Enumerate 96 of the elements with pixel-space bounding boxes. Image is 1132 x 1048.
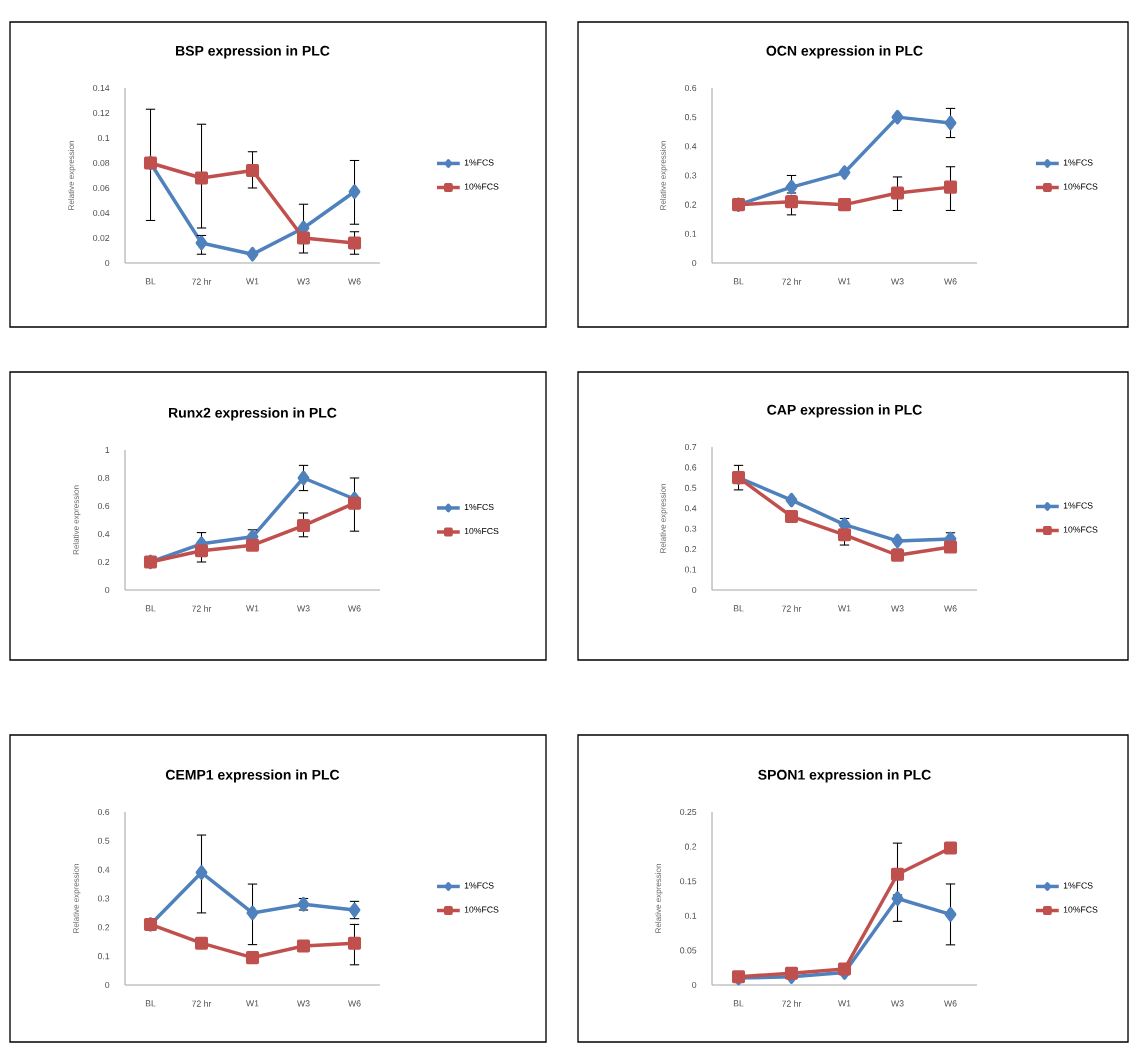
legend-label: 1%FCS: [464, 882, 494, 889]
x-tick-label: 72 hr: [782, 605, 802, 612]
y-tick-label: 0: [105, 981, 110, 989]
y-axis-title: Relative expression: [659, 141, 668, 210]
x-tick-label: W1: [838, 1000, 851, 1007]
y-axis-title: Relative expression: [659, 484, 668, 553]
legend-label: 1%FCS: [1063, 159, 1093, 166]
x-tick-label: BL: [145, 1000, 156, 1007]
y-tick-label: 0.5: [97, 837, 110, 844]
legend-label: 1%FCS: [464, 159, 494, 166]
x-tick-label: W6: [348, 1000, 361, 1007]
x-tick-label: W1: [246, 278, 259, 285]
x-tick-label: 72 hr: [192, 278, 212, 285]
x-tick-label: W1: [838, 605, 851, 612]
x-tick-label: W3: [297, 605, 310, 612]
y-tick-label: 0.6: [684, 84, 697, 92]
x-tick-label: W3: [891, 605, 904, 612]
y-tick-label: 0.1: [97, 134, 110, 142]
x-tick-label: BL: [145, 605, 156, 612]
x-tick-label: BL: [733, 605, 744, 612]
chart-title: Runx2 expression in PLC: [169, 407, 337, 421]
legend-label: 10%FCS: [1063, 906, 1098, 913]
y-tick-label: 0.5: [684, 114, 697, 121]
legend-label: 10%FCS: [1063, 526, 1098, 533]
x-tick-label: W6: [944, 1000, 957, 1007]
y-tick-label: 0.8: [97, 474, 110, 482]
chart-title: CAP expression in PLC: [767, 404, 922, 418]
x-tick-label: 72 hr: [192, 1000, 212, 1007]
x-tick-label: W6: [944, 278, 957, 285]
legend-label: 10%FCS: [464, 906, 499, 913]
x-tick-label: W6: [348, 278, 361, 285]
y-tick-label: 0.25: [680, 808, 697, 816]
x-tick-label: BL: [733, 1000, 744, 1007]
y-tick-label: 1: [105, 447, 110, 453]
chart-title: SPON1 expression in PLC: [758, 769, 931, 783]
x-tick-label: BL: [145, 278, 156, 285]
y-tick-label: 0.04: [93, 209, 110, 217]
x-tick-label: W3: [297, 278, 310, 285]
y-tick-label: 0.7: [684, 443, 697, 451]
y-tick-label: 0.2: [684, 843, 697, 850]
y-tick-label: 0.05: [680, 947, 697, 954]
chart-title: CEMP1 expression in PLC: [165, 769, 340, 783]
y-tick-label: 0.1: [97, 953, 110, 960]
x-tick-label: 72 hr: [192, 605, 212, 612]
y-tick-label: 0.2: [684, 546, 697, 553]
x-tick-label: W1: [246, 605, 259, 612]
y-tick-label: 0: [692, 259, 697, 267]
y-tick-label: 0.4: [97, 530, 110, 538]
y-tick-label: 0.12: [93, 109, 110, 117]
y-tick-label: 0.6: [684, 464, 697, 471]
chart-title: BSP expression in PLC: [176, 45, 330, 59]
x-tick-label: W3: [297, 1000, 310, 1007]
y-tick-label: 0.4: [97, 866, 110, 873]
y-tick-label: 0.1: [684, 912, 697, 919]
x-tick-label: BL: [733, 278, 744, 285]
legend-label: 1%FCS: [1063, 882, 1093, 889]
y-tick-label: 0: [105, 259, 110, 267]
x-tick-label: W3: [891, 1000, 904, 1007]
y-tick-label: 0.2: [97, 924, 110, 931]
x-tick-label: W1: [838, 278, 851, 285]
x-tick-label: W6: [348, 605, 361, 612]
legend-label: 1%FCS: [1063, 502, 1093, 509]
y-axis-title: Relative expression: [655, 864, 663, 933]
legend-label: 10%FCS: [1063, 183, 1098, 190]
y-tick-label: 0.4: [684, 505, 697, 512]
x-tick-label: 72 hr: [782, 1000, 802, 1007]
y-tick-label: 0.1: [684, 230, 697, 237]
y-tick-label: 0.3: [684, 172, 697, 179]
chart-title: OCN expression in PLC: [766, 45, 923, 59]
legend-label: 10%FCS: [464, 183, 499, 190]
y-tick-label: 0.6: [97, 502, 110, 510]
y-tick-label: 0.02: [93, 234, 110, 242]
y-tick-label: 0.2: [684, 201, 697, 208]
y-tick-label: 0: [692, 981, 697, 989]
x-tick-label: W3: [891, 278, 904, 285]
y-tick-label: 0.15: [680, 878, 697, 885]
y-tick-label: 0.14: [93, 84, 110, 92]
y-tick-label: 0.3: [97, 895, 110, 902]
x-tick-label: W1: [246, 1000, 259, 1007]
y-tick-label: 0.08: [93, 159, 110, 167]
y-tick-label: 0.4: [684, 143, 697, 150]
y-tick-label: 0.6: [97, 808, 110, 816]
legend-label: 1%FCS: [464, 503, 494, 511]
y-tick-label: 0.06: [93, 184, 110, 192]
y-tick-label: 0: [692, 586, 697, 594]
y-tick-label: 0.3: [684, 525, 697, 532]
y-axis-title: Relative expression: [72, 485, 81, 555]
y-axis-title: Relative expression: [72, 864, 81, 933]
y-axis-title: Relative expression: [68, 141, 76, 210]
y-tick-label: 0.1: [684, 566, 697, 573]
x-tick-label: 72 hr: [782, 278, 802, 285]
y-tick-label: 0.2: [97, 558, 110, 566]
y-tick-label: 0.5: [684, 484, 697, 491]
legend-label: 10%FCS: [464, 527, 499, 535]
y-tick-label: 0: [105, 586, 110, 594]
x-tick-label: W6: [944, 605, 957, 612]
